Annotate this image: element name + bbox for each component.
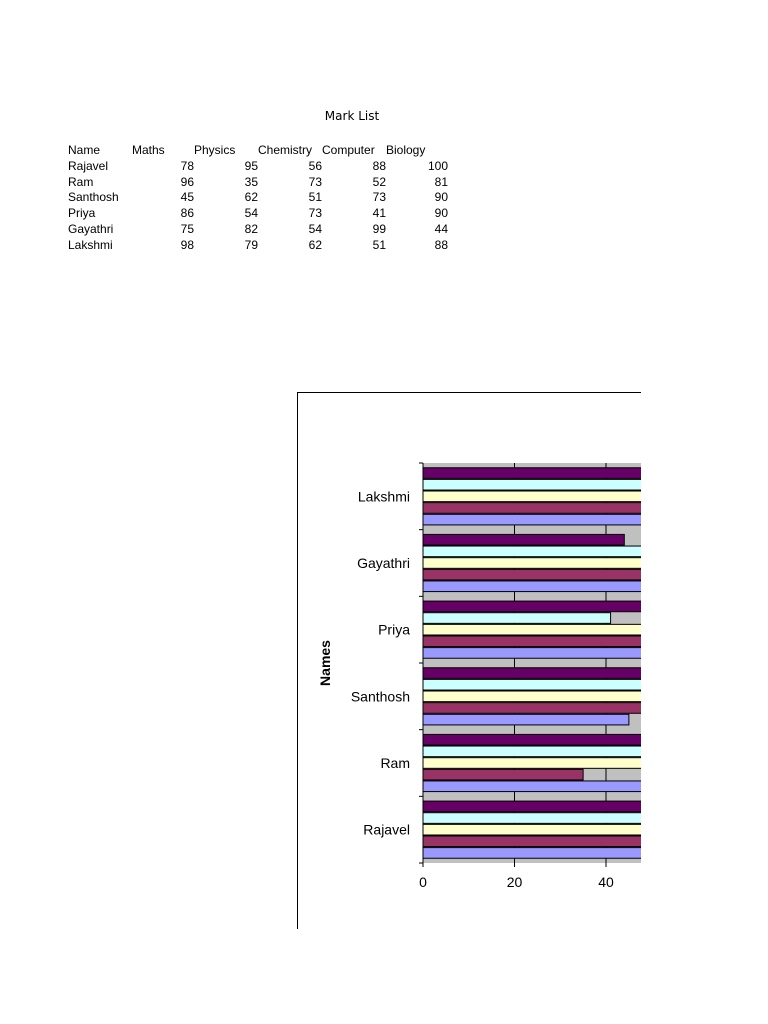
- bar-physics-rajavel: [422, 835, 641, 848]
- cell-value: 98: [180, 237, 194, 252]
- cell-value: 35: [244, 174, 258, 189]
- bar-physics-gayathri: [422, 568, 641, 581]
- category-label: Santhosh: [351, 688, 410, 704]
- cell-value: 75: [180, 221, 194, 236]
- bar-biology-gayathri: [422, 533, 625, 546]
- bar-chemistry-gayathri: [422, 557, 641, 569]
- bar-biology-lakshmi: [422, 467, 641, 479]
- cell-value: 73: [372, 190, 386, 205]
- bar-maths-priya: [422, 647, 641, 659]
- bar-maths-ram: [422, 780, 641, 793]
- cell-value: 78: [180, 158, 194, 173]
- cell-value: 81: [434, 174, 448, 189]
- bar-maths-santhosh: [422, 713, 630, 726]
- cell-value: 95: [244, 158, 258, 173]
- value-tick-label: 40: [598, 874, 614, 890]
- bar-physics-ram: [422, 768, 584, 781]
- cell-value: 45: [180, 190, 194, 205]
- cell-name: Rajavel: [68, 158, 109, 173]
- category-label: Gayathri: [357, 555, 410, 571]
- cell-value: 90: [434, 206, 448, 221]
- sheet-title: Mark List: [324, 109, 380, 123]
- bar-maths-lakshmi: [422, 513, 641, 526]
- cell-value: 90: [434, 190, 448, 205]
- header-physics: Physics: [194, 143, 236, 157]
- cell-value: 86: [180, 206, 194, 221]
- bar-computer-rajavel: [422, 812, 641, 824]
- cell-name: Lakshmi: [68, 237, 113, 252]
- cell-value: 73: [308, 174, 322, 189]
- cell-value: 62: [244, 190, 258, 205]
- header-maths: Maths: [132, 143, 165, 157]
- cell-value: 79: [244, 237, 258, 252]
- bar-computer-priya: [422, 612, 612, 624]
- cell-value: 82: [244, 221, 258, 236]
- bar-chemistry-lakshmi: [422, 490, 641, 503]
- cell-name: Priya: [68, 206, 96, 221]
- cell-value: 51: [372, 237, 386, 252]
- table-header-row: Name Maths Physics Chemistry Computer Bi…: [68, 143, 448, 159]
- bar-computer-ram: [422, 745, 641, 758]
- bar-chemistry-priya: [422, 623, 641, 636]
- header-chemistry: Chemistry: [258, 143, 313, 157]
- cell-value: 56: [308, 158, 322, 173]
- bar-computer-lakshmi: [422, 478, 641, 491]
- table-row: Priya 86 54 73 41 90: [68, 206, 448, 222]
- category-label: Ram: [380, 755, 410, 771]
- category-label: Lakshmi: [358, 488, 410, 504]
- value-tick-label: 0: [419, 874, 427, 890]
- cell-value: 54: [244, 206, 258, 221]
- bar-chemistry-rajavel: [422, 823, 641, 836]
- bar-maths-rajavel: [422, 847, 641, 859]
- cell-value: 88: [372, 158, 386, 173]
- cell-name: Gayathri: [68, 221, 114, 236]
- y-axis-title: Names: [317, 640, 333, 686]
- bar-biology-rajavel: [422, 800, 641, 813]
- bar-biology-ram: [422, 733, 641, 746]
- bar-computer-santhosh: [422, 678, 641, 691]
- bar-biology-santhosh: [422, 667, 641, 679]
- bar-chart: Rajavel Ram Santhosh Priya Gayathri Lakshmi 0 2…: [317, 462, 641, 890]
- category-label: Priya: [378, 622, 410, 638]
- cell-value: 96: [180, 174, 194, 189]
- header-name: Name: [68, 143, 101, 157]
- cell-value: 44: [434, 221, 448, 236]
- bar-chemistry-santhosh: [422, 690, 641, 703]
- cell-name: Ram: [68, 174, 94, 189]
- category-label: Rajavel: [363, 822, 410, 838]
- cell-name: Santhosh: [68, 190, 119, 205]
- cell-value: 99: [372, 221, 386, 236]
- bar-chemistry-ram: [422, 757, 641, 769]
- bar-computer-gayathri: [422, 545, 641, 558]
- cell-value: 51: [308, 190, 322, 205]
- table-row: Ram 96 35 73 52 81: [68, 175, 448, 191]
- cell-value: 54: [308, 221, 322, 236]
- bar-biology-priya: [422, 600, 641, 613]
- cell-value: 100: [427, 158, 448, 173]
- mark-list-table: Name Maths Physics Chemistry Computer Bi…: [68, 143, 448, 254]
- table-row: Gayathri 75 82 54 99 44: [68, 222, 448, 238]
- cell-value: 62: [308, 237, 322, 252]
- bar-maths-gayathri: [422, 580, 641, 593]
- table-row: Lakshmi 98 79 62 51 88: [68, 238, 448, 254]
- table-row: Rajavel 78 95 56 88 100: [68, 159, 448, 175]
- header-biology: Biology: [386, 143, 426, 157]
- chart-frame: Rajavel Ram Santhosh Priya Gayathri Lakshmi 0 2…: [297, 392, 641, 929]
- cell-value: 73: [308, 206, 322, 221]
- cell-value: 88: [434, 237, 448, 252]
- table-row: Santhosh 45 62 51 73 90: [68, 190, 448, 206]
- cell-value: 41: [372, 206, 386, 221]
- value-tick-label: 20: [507, 874, 523, 890]
- cell-value: 52: [372, 174, 386, 189]
- plot-area: [423, 463, 641, 863]
- header-computer: Computer: [322, 143, 375, 157]
- bar-physics-santhosh: [422, 702, 641, 714]
- bar-physics-priya: [422, 635, 641, 648]
- bar-physics-lakshmi: [422, 502, 641, 514]
